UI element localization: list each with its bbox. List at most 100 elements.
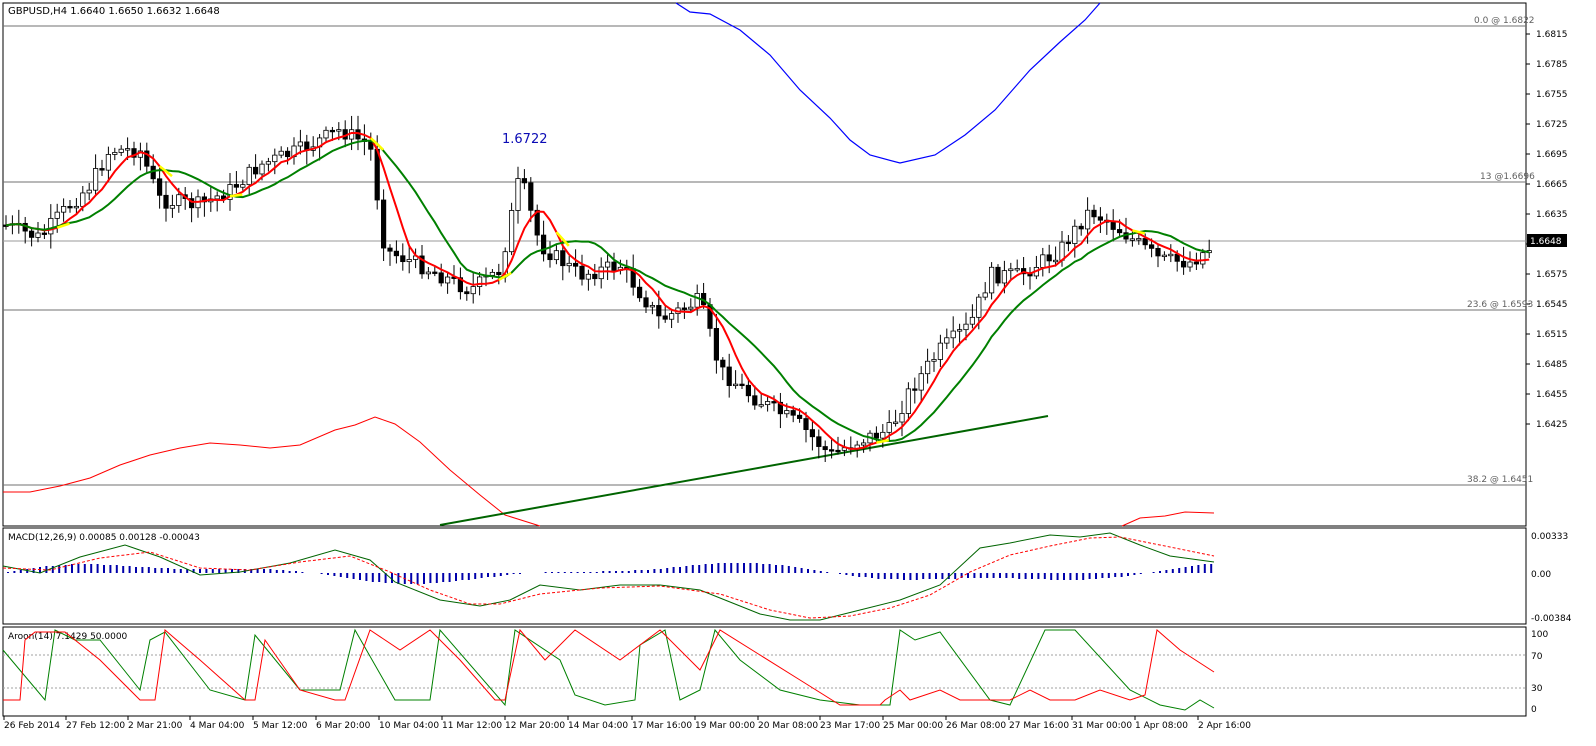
crossover-marker xyxy=(555,231,570,247)
candle-body xyxy=(521,178,528,184)
candle-body xyxy=(745,384,752,397)
candle-body xyxy=(163,194,169,209)
candle-body xyxy=(393,250,400,257)
candle-body xyxy=(105,154,111,171)
candle-body xyxy=(1129,238,1135,241)
candle-body xyxy=(950,330,956,339)
candle-body xyxy=(1149,244,1155,249)
candle-body xyxy=(169,205,175,209)
candle-body xyxy=(573,262,579,267)
candle-body xyxy=(1142,238,1148,246)
candle-body xyxy=(1014,268,1020,271)
candle-body xyxy=(1040,254,1046,268)
candle-body xyxy=(579,265,585,280)
candle-body xyxy=(515,178,521,211)
current-price-tag xyxy=(1527,234,1567,247)
candle-body xyxy=(80,192,86,207)
candle-body xyxy=(336,129,342,132)
candle-body xyxy=(1168,253,1174,257)
candle-body xyxy=(265,161,272,165)
price-axis: 1.6815 1.6785 1.6755 1.6725 1.6695 1.6665 1.66… xyxy=(1526,30,1568,430)
main-price-panel[interactable] xyxy=(2,2,1527,527)
candle-body xyxy=(48,217,54,235)
candle-body xyxy=(118,148,124,153)
candle-body xyxy=(41,232,48,235)
candle-body xyxy=(1200,252,1206,265)
candle-body xyxy=(809,429,816,438)
price-tick-label: 1.6695 xyxy=(1536,150,1568,160)
candle-body xyxy=(380,199,387,249)
time-axis-label: 31 Mar 00:00 xyxy=(1072,721,1132,731)
macd-panel[interactable] xyxy=(2,527,1527,625)
candle-body xyxy=(784,410,790,415)
candle-body xyxy=(1117,229,1123,234)
candle-body xyxy=(1065,241,1071,245)
price-tick-label: 1.6515 xyxy=(1536,330,1568,340)
candle-body xyxy=(99,168,105,171)
candle-body xyxy=(611,261,617,271)
price-tick-label: 1.6635 xyxy=(1536,210,1568,220)
candle-body xyxy=(925,360,931,375)
crossover-marker xyxy=(498,271,512,282)
candle-body xyxy=(547,253,553,261)
candle-body xyxy=(726,366,732,386)
candle-body xyxy=(54,211,60,219)
slow-moving-average xyxy=(5,139,1210,443)
macd-tick-top: 0.00333 xyxy=(1531,532,1568,542)
candle-body xyxy=(278,150,284,156)
current-price-label: 1.6648 xyxy=(1530,237,1562,247)
candle-body xyxy=(835,449,841,453)
candle-body xyxy=(73,205,79,209)
candle-body xyxy=(982,292,988,298)
candle-body xyxy=(457,277,464,293)
candle-body xyxy=(419,255,425,275)
price-tick-label: 1.6545 xyxy=(1536,300,1568,310)
candle-body xyxy=(176,194,182,206)
candle-body xyxy=(585,273,592,280)
candle-body xyxy=(739,383,745,387)
candle-body xyxy=(720,359,726,368)
fib-label-23-6: 23.6 @ 1.6593 xyxy=(1467,300,1533,310)
candle-body xyxy=(803,418,809,431)
candle-body xyxy=(560,250,566,267)
symbol-header: GBPUSD,H4 1.6640 1.6650 1.6632 1.6648 xyxy=(8,6,220,17)
candle-body xyxy=(1072,225,1078,244)
candle-body xyxy=(733,383,739,387)
candle-body xyxy=(284,150,291,158)
price-tick-label: 1.6455 xyxy=(1536,390,1568,400)
candle-body xyxy=(240,184,246,188)
candle-body xyxy=(425,271,432,275)
candle-body xyxy=(125,148,131,151)
candle-body xyxy=(598,266,604,280)
candle-body xyxy=(28,230,35,238)
candle-body xyxy=(777,401,784,415)
crossover-marker xyxy=(369,137,385,151)
candle-body xyxy=(156,178,163,196)
candle-body xyxy=(1053,259,1059,263)
candle-body xyxy=(905,388,912,414)
candle-body xyxy=(93,168,99,191)
time-axis-label: 27 Mar 16:00 xyxy=(1009,721,1069,731)
aroon-header: Aroon(14) 7.1429 50.0000 xyxy=(8,632,128,642)
candle-body xyxy=(86,189,92,194)
time-axis-label: 2 Mar 21:00 xyxy=(128,721,183,731)
macd-header: MACD(12,26,9) 0.00085 0.00128 -0.00043 xyxy=(8,533,200,543)
aroon-panel[interactable] xyxy=(2,626,1527,717)
candle-body xyxy=(931,359,937,362)
macd-histogram xyxy=(7,563,1213,584)
candlestick-series xyxy=(3,115,1212,463)
candle-body xyxy=(957,329,963,332)
time-axis-label: 1 Apr 08:00 xyxy=(1135,721,1188,731)
price-tick-label: 1.6575 xyxy=(1536,270,1568,280)
time-axis-label: 19 Mar 00:00 xyxy=(695,721,755,731)
fib-label-38-2: 38.2 @ 1.6451 xyxy=(1467,475,1533,485)
crossover-marker xyxy=(229,193,243,198)
candle-body xyxy=(1181,260,1187,268)
time-axis-label: 27 Feb 12:00 xyxy=(66,721,125,731)
candle-body xyxy=(873,432,880,439)
macd-tick-bottom: -0.00384 xyxy=(1531,614,1572,624)
time-axis-label: 26 Mar 08:00 xyxy=(946,721,1006,731)
candle-body xyxy=(880,431,886,439)
aroon-tick-0: 0 xyxy=(1531,705,1537,715)
